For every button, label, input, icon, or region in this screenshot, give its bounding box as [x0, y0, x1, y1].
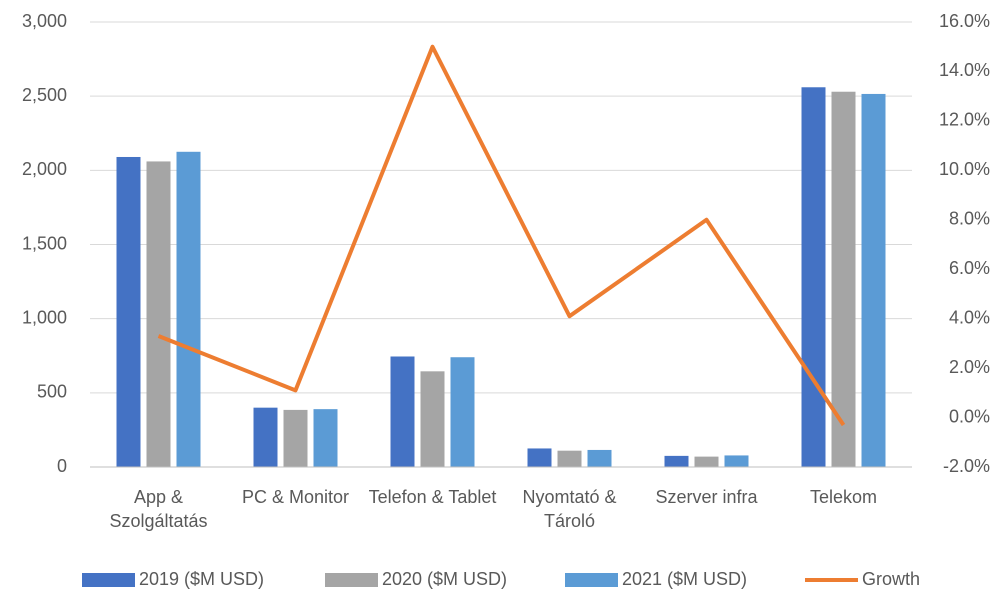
- bar: [176, 151, 201, 467]
- bar: [557, 450, 582, 467]
- y-tick-label: 3,000: [22, 11, 67, 31]
- y2-tick-label: 2.0%: [949, 357, 990, 377]
- bar: [694, 456, 719, 467]
- x-tick-label: App & Szolgáltatás: [109, 487, 208, 531]
- y2-tick-label: 16.0%: [939, 11, 990, 31]
- y-tick-label: 1,000: [22, 307, 67, 327]
- y-tick-label: 2,500: [22, 85, 67, 105]
- y2-tick-label: 8.0%: [949, 209, 990, 229]
- legend-swatch: [565, 573, 618, 587]
- bar: [313, 409, 338, 467]
- y2-tick-label: 12.0%: [939, 110, 990, 130]
- legend-swatch: [82, 573, 135, 587]
- bar: [146, 161, 171, 467]
- bar: [831, 91, 856, 467]
- x-tick-label: PC & Monitor: [241, 487, 350, 507]
- bar: [861, 93, 886, 468]
- y-tick-label: 0: [57, 456, 67, 476]
- legend-label: Growth: [862, 569, 920, 589]
- y-tick-label: 500: [37, 382, 67, 402]
- x-tick-label: Telefon & Tablet: [368, 487, 497, 507]
- x-tick-label: Szerver infra: [655, 487, 758, 507]
- y2-tick-label: 6.0%: [949, 258, 990, 278]
- bar: [420, 371, 445, 467]
- y2-tick-label: -2.0%: [943, 456, 990, 476]
- line-series: [157, 44, 846, 427]
- bar: [801, 87, 826, 468]
- bar: [724, 455, 749, 467]
- bar: [587, 449, 612, 467]
- y-tick-label: 1,500: [22, 233, 67, 253]
- bar: [527, 448, 552, 467]
- bar: [390, 356, 415, 467]
- bar: [664, 455, 689, 467]
- y2-tick-label: 0.0%: [949, 406, 990, 426]
- y2-tick-label: 10.0%: [939, 159, 990, 179]
- bar: [450, 357, 475, 467]
- legend-label: 2021 ($M USD): [622, 569, 747, 589]
- x-tick-label: Nyomtató & Tároló: [522, 487, 617, 531]
- y2-tick-label: 4.0%: [949, 307, 990, 327]
- y2-tick-label: 14.0%: [939, 60, 990, 80]
- x-tick-label: Telekom: [809, 487, 878, 507]
- y-tick-label: 2,000: [22, 159, 67, 179]
- bar: [116, 156, 141, 467]
- bar: [253, 407, 278, 467]
- legend-label: 2020 ($M USD): [382, 569, 507, 589]
- legend-label: 2019 ($M USD): [139, 569, 264, 589]
- bar: [283, 409, 308, 467]
- legend-swatch: [325, 573, 378, 587]
